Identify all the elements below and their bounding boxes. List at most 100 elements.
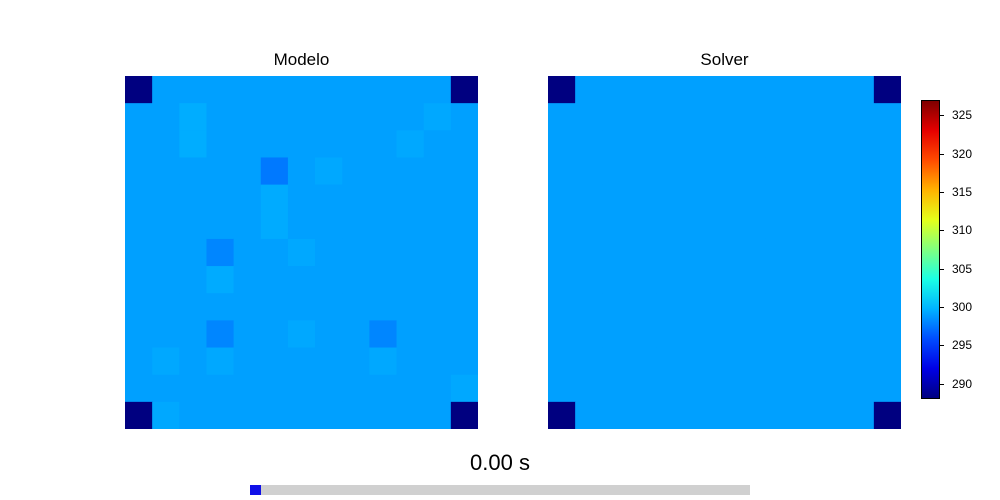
heatmap-cell (315, 293, 343, 321)
heatmap-cell (342, 293, 370, 321)
heatmap-cell (206, 347, 235, 376)
heatmap-cell (873, 130, 901, 158)
heatmap-cell (233, 238, 262, 267)
colorbar-tick-mark (940, 268, 944, 270)
heatmap-cell (206, 401, 235, 429)
colorbar-tick-mark (940, 307, 944, 308)
heatmap-cell (152, 238, 180, 267)
heatmap-cell (792, 401, 821, 429)
heatmap-cell (233, 103, 262, 131)
heatmap-cell (738, 401, 766, 429)
heatmap-cell (738, 266, 766, 294)
heatmap-cell (873, 76, 901, 104)
heatmap-cell (846, 238, 875, 267)
heatmap-cell (765, 103, 793, 131)
heatmap-svg (548, 76, 901, 429)
heatmap-cell (369, 320, 398, 349)
heatmap-cell (792, 293, 821, 321)
heatmap-cell (738, 374, 766, 403)
heatmap-cell (710, 211, 739, 240)
heatmap-cell (792, 103, 821, 131)
heatmap-cell (602, 103, 630, 131)
heatmap-cell (206, 130, 235, 158)
heatmap-cell (287, 130, 316, 158)
heatmap-cell (629, 157, 658, 186)
heatmap-cell (792, 130, 821, 158)
heatmap-cell (656, 347, 685, 376)
heatmap-cell (423, 157, 452, 186)
heatmap-cell (233, 76, 262, 104)
heatmap-cell (423, 103, 452, 131)
heatmap-cell (629, 211, 658, 240)
heatmap-cell (260, 103, 289, 131)
heatmap-cell (342, 238, 370, 267)
heatmap-modelo (125, 76, 478, 429)
heatmap-cell (846, 130, 875, 158)
colorbar-tick-mark (940, 115, 944, 117)
heatmap-cell (179, 211, 207, 240)
heatmap-cell (396, 76, 425, 104)
heatmap-cell (342, 320, 370, 349)
heatmap-cell (450, 238, 478, 267)
heatmap-cell (656, 76, 685, 104)
heatmap-cell (846, 401, 875, 429)
colorbar-tick-mark (940, 153, 944, 155)
heatmap-cell (683, 238, 712, 267)
colorbar-ticks: 290 295 300 305 310 315 320 325 (940, 100, 990, 399)
heatmap-cell (152, 320, 180, 349)
heatmap-cell (575, 293, 603, 321)
heatmap-cell (819, 374, 848, 403)
heatmap-cell (602, 76, 630, 104)
heatmap-cell (548, 347, 576, 376)
heatmap-cell (548, 103, 576, 131)
heatmap-cell (423, 238, 452, 267)
heatmap-cell (450, 76, 478, 104)
heatmap-cell (575, 157, 603, 186)
heatmap-cell (683, 320, 712, 349)
heatmap-cell (819, 103, 848, 131)
heatmap-cell (206, 103, 235, 131)
heatmap-cell (152, 347, 180, 376)
heatmap-cell (152, 76, 180, 104)
heatmap-cell (602, 347, 630, 376)
heatmap-cell (179, 347, 207, 376)
heatmap-cell (450, 266, 478, 294)
heatmap-cell (846, 184, 875, 213)
heatmap-cell (792, 347, 821, 376)
heatmap-cell (710, 293, 739, 321)
heatmap-cell (260, 211, 289, 240)
heatmap-cell (765, 211, 793, 240)
heatmap-cell (765, 238, 793, 267)
heatmap-cell (233, 266, 262, 294)
time-progress-slider[interactable] (250, 485, 750, 495)
heatmap-cell (260, 184, 289, 213)
heatmap-cell (710, 347, 739, 376)
heatmap-cell (792, 374, 821, 403)
heatmap-cell (206, 374, 235, 403)
heatmap-cell (792, 76, 821, 104)
heatmap-cell (125, 320, 153, 349)
colorbar-tick-label: 320 (952, 146, 973, 161)
heatmap-cell (602, 293, 630, 321)
heatmap-cell (152, 401, 180, 429)
heatmap-cell (342, 401, 370, 429)
heatmap-cell (369, 130, 398, 158)
heatmap-cell (846, 76, 875, 104)
heatmap-cell (710, 76, 739, 104)
heatmap-cell (396, 130, 425, 158)
heatmap-cell (683, 130, 712, 158)
heatmap-cell (710, 157, 739, 186)
heatmap-cell (846, 374, 875, 403)
heatmap-cell (710, 238, 739, 267)
heatmap-cell (287, 266, 316, 294)
heatmap-title-solver: Solver (700, 50, 749, 69)
heatmap-cell (792, 238, 821, 267)
heatmap-cell (233, 293, 262, 321)
heatmap-cell (738, 157, 766, 186)
heatmap-cell (342, 184, 370, 213)
heatmap-cell (819, 238, 848, 267)
heatmap-cell (738, 238, 766, 267)
heatmap-cell (233, 320, 262, 349)
heatmap-cell (179, 293, 207, 321)
heatmap-cell (125, 266, 153, 294)
